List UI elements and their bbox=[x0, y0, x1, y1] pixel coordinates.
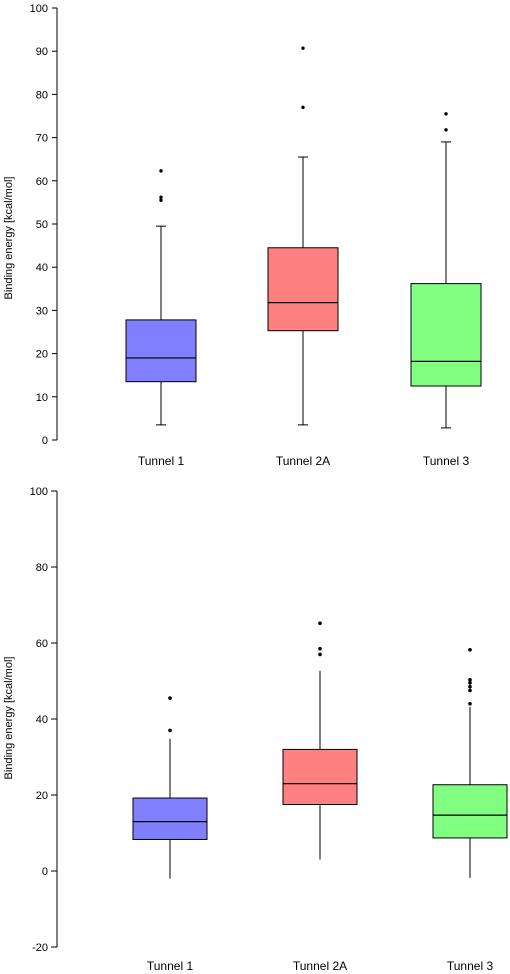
outlier-point bbox=[318, 646, 322, 651]
box-group-3: Tunnel 3 bbox=[410, 112, 482, 468]
chart-panel-1: 0 10 20 30 40 50 60 70 80 90 100 Binding energy [kc… bbox=[3, 3, 482, 468]
outlier-point bbox=[168, 696, 172, 700]
y-tick-label: 0 bbox=[42, 435, 48, 447]
y-tick-label: -20 bbox=[32, 942, 48, 954]
x-category-label: Tunnel 1 bbox=[147, 959, 194, 973]
y-tick-label: 60 bbox=[36, 176, 48, 188]
y-tick-label: 100 bbox=[30, 3, 48, 15]
outlier-point bbox=[468, 702, 472, 706]
y-tick-label: 100 bbox=[30, 486, 48, 498]
y-tick-label: 30 bbox=[36, 305, 48, 317]
y-axis-label: Binding energy [kcal/mol] bbox=[3, 657, 15, 780]
iqr-box bbox=[125, 319, 197, 383]
outlier-point bbox=[468, 678, 472, 682]
y-tick-label: 40 bbox=[36, 262, 48, 274]
y-tick-label: 50 bbox=[36, 219, 48, 231]
y-tick-label: 80 bbox=[36, 89, 48, 101]
box-group-2: Tunnel 2A bbox=[267, 46, 339, 468]
y-tick-label: 20 bbox=[36, 349, 48, 361]
outlier-point bbox=[468, 688, 472, 693]
y-tick-label: 60 bbox=[36, 638, 48, 650]
y-tick-label: 90 bbox=[36, 46, 48, 58]
box-group-1: Tunnel 1 bbox=[125, 169, 197, 468]
box-group-2: Tunnel 2A bbox=[282, 621, 358, 973]
x-category-label: Tunnel 2A bbox=[276, 454, 330, 468]
outlier-point bbox=[444, 112, 448, 116]
y-tick-label: 20 bbox=[36, 790, 48, 802]
y-tick-label: 10 bbox=[36, 392, 48, 404]
x-category-label: Tunnel 3 bbox=[447, 959, 494, 973]
outlier-point bbox=[468, 648, 472, 652]
iqr-box bbox=[282, 748, 358, 806]
iqr-box bbox=[432, 784, 508, 839]
iqr-box bbox=[410, 283, 482, 387]
outlier-point bbox=[468, 681, 472, 685]
outlier-point bbox=[444, 128, 448, 132]
y-tick-label: 40 bbox=[36, 714, 48, 726]
box-group-3: Tunnel 3 bbox=[432, 648, 508, 973]
outlier-point bbox=[318, 621, 322, 626]
iqr-box bbox=[267, 247, 339, 332]
x-category-label: Tunnel 3 bbox=[423, 454, 470, 468]
x-category-label: Tunnel 2A bbox=[293, 959, 347, 973]
y-tick-label: 0 bbox=[42, 866, 48, 878]
box-group-1: Tunnel 1 bbox=[132, 696, 208, 973]
iqr-box bbox=[132, 797, 208, 840]
outlier-point bbox=[159, 198, 163, 202]
outlier-point bbox=[301, 105, 305, 110]
outlier-point bbox=[159, 195, 163, 199]
outlier-point bbox=[301, 46, 305, 50]
chart-panel-2: -20 0 20 40 60 80 100 Binding energy [kcal/mol]… bbox=[3, 486, 508, 973]
y-tick-label: 80 bbox=[36, 562, 48, 574]
outlier-point bbox=[159, 169, 163, 173]
x-category-label: Tunnel 1 bbox=[138, 454, 185, 468]
y-axis-label: Binding energy [kcal/mol] bbox=[3, 177, 15, 300]
outlier-point bbox=[318, 652, 322, 657]
y-tick-label: 70 bbox=[36, 133, 48, 145]
outlier-point bbox=[168, 728, 172, 733]
outlier-point bbox=[468, 684, 472, 689]
